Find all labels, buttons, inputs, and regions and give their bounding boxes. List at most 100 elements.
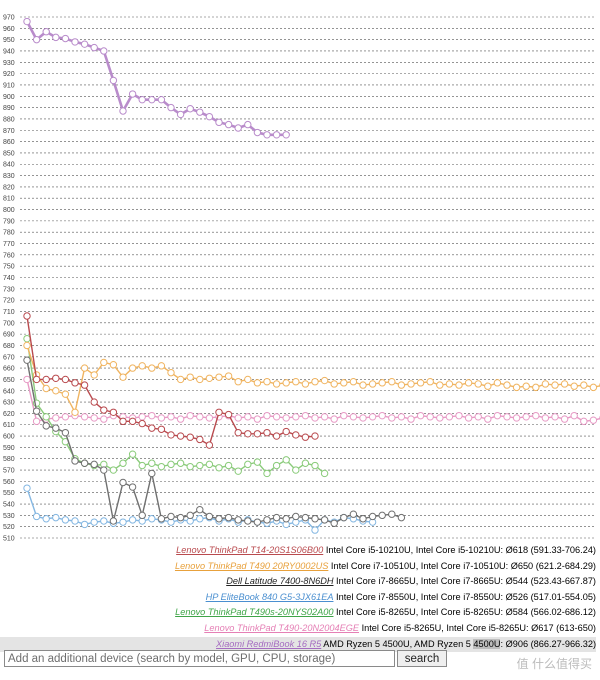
series-line-0 [26, 315, 316, 447]
series-0-point-16 [176, 432, 185, 440]
series-2-point-23 [244, 517, 252, 525]
series-0-point-27 [282, 427, 290, 436]
series-5-point-26 [272, 413, 281, 421]
series-4-point-20 [215, 464, 223, 472]
y-axis-tick-labels: 970 960 950 940 930 920 910 900 890 880 870 860 850 8… [3, 15, 15, 543]
series-6-point-3 [52, 33, 60, 42]
series-1-point-29 [301, 380, 310, 388]
series-0-point-8 [100, 406, 108, 414]
series-4-point-25 [263, 469, 271, 478]
series-2-point-13 [148, 469, 156, 478]
series-6-point-21 [224, 120, 233, 129]
device-spec-t490-20n2: Intel Core i5-8265U, Intel Core i5-8265U… [361, 622, 596, 633]
series-1-point-32 [330, 380, 338, 388]
y-tick-label: 530 [3, 513, 15, 520]
device-link-t490-20n2[interactable]: Lenovo ThinkPad T490-20N2004EGE [204, 622, 360, 633]
y-tick-label: 970 [3, 15, 15, 22]
series-5-point-52 [522, 413, 530, 421]
device-link-t490-20ry[interactable]: Lenovo ThinkPad T490 20RY0002US [174, 560, 329, 571]
series-4-point-23 [244, 460, 252, 469]
series-1-point-17 [186, 373, 194, 381]
y-tick-label: 520 [3, 524, 15, 531]
device-link-elitebook-840[interactable]: HP EliteBook 840 G5-3JX61EA [205, 591, 334, 602]
y-tick-label: 790 [3, 218, 15, 225]
series-4-point-12 [138, 461, 146, 470]
series-2-point-21 [224, 513, 233, 522]
legend-item-t14: Lenovo ThinkPad T14-20S1S06B00 Intel Cor… [0, 543, 596, 559]
series-1-point-11 [128, 364, 137, 372]
series-5-point-31 [320, 413, 329, 421]
series-6-point-22 [234, 124, 242, 132]
series-2-point-11 [128, 483, 137, 491]
y-tick-label: 710 [3, 309, 15, 316]
series-5-point-39 [397, 413, 406, 421]
series-5-point-47 [474, 413, 482, 421]
series-6-point-5 [71, 38, 79, 46]
series-2-point-10 [119, 478, 127, 487]
series-1-point-55 [551, 381, 559, 389]
series-4-point-15 [167, 460, 175, 469]
y-tick-label: 870 [3, 128, 15, 135]
device-link-t14[interactable]: Lenovo ThinkPad T14-20S1S06B00 [176, 545, 324, 555]
y-tick-label: 650 [3, 377, 15, 384]
series-5 [23, 375, 600, 426]
device-link-redmibook-16[interactable]: Xiaomi RedmiBook 16 R5 [216, 638, 322, 649]
device-link-latitude-7400[interactable]: Dell Latitude 7400-8N6DH [226, 576, 334, 587]
y-tick-label: 680 [3, 343, 15, 350]
device-link-t490s[interactable]: Lenovo ThinkPad T490s-20NYS02A00 [175, 607, 334, 618]
y-tick-label: 670 [3, 354, 15, 361]
device-spec-redmibook-16: AMD Ryzen 5 4500U, AMD Ryzen 5 4500U: Ø9… [323, 638, 596, 649]
y-tick-label: 690 [3, 332, 15, 339]
series-3-point-4 [61, 516, 70, 524]
series-0-point-18 [196, 435, 204, 444]
series-line-2 [26, 360, 402, 525]
series-5-point-58 [580, 417, 588, 426]
series-2-point-17 [186, 511, 194, 520]
legend-item-t490s: Lenovo ThinkPad T490s-20NYS02A00 Intel C… [0, 605, 596, 621]
series-3-point-8 [100, 517, 108, 525]
legend-item-elitebook-840: HP EliteBook 840 G5-3JX61EA Intel Core i… [0, 590, 596, 606]
search-button[interactable]: search [397, 650, 447, 667]
y-tick-label: 800 [3, 207, 15, 214]
series-6-point-14 [157, 95, 166, 104]
series-1-point-10 [119, 373, 127, 381]
series-5-point-55 [551, 413, 559, 421]
series-2-point-1 [32, 407, 41, 415]
series-0-point-23 [244, 430, 252, 438]
y-tick-label: 580 [3, 456, 15, 463]
series-1-point-4 [61, 390, 70, 398]
series-0-point-11 [128, 417, 137, 426]
y-tick-label: 940 [3, 48, 15, 55]
series-5-point-3 [52, 414, 60, 422]
y-tick-label: 890 [3, 105, 15, 112]
series-1-point-9 [109, 361, 118, 369]
series-1-point-50 [503, 381, 511, 389]
series-0-point-28 [292, 431, 300, 439]
y-tick-label: 880 [3, 116, 15, 123]
search-input[interactable] [4, 650, 395, 667]
series-1-point-7 [90, 371, 98, 379]
y-tick-label: 860 [3, 139, 15, 146]
device-spec-t490s: Intel Core i5-8265U, Intel Core i5-8265U… [336, 607, 596, 618]
series-1-point-49 [493, 379, 502, 387]
series-6-point-16 [176, 110, 185, 119]
series-1-point-15 [167, 368, 175, 377]
series-6-point-24 [253, 128, 262, 137]
y-tick-label: 560 [3, 479, 15, 486]
series-4-point-30 [311, 461, 319, 470]
series-5-point-28 [292, 413, 300, 421]
device-spec-t490-20ry: Intel Core i7-10510U, Intel Core i7-1051… [330, 560, 596, 571]
y-tick-label: 840 [3, 162, 15, 169]
series-3-point-30 [311, 526, 319, 534]
series-2-point-16 [176, 513, 185, 522]
series-1-point-0 [23, 341, 31, 350]
series-5-point-53 [532, 411, 540, 420]
series-6-point-6 [80, 40, 89, 48]
series-0-point-5 [71, 379, 79, 387]
series-5-point-30 [311, 414, 319, 422]
y-tick-label: 850 [3, 150, 15, 157]
series-6-point-20 [215, 118, 223, 127]
series-1-point-16 [176, 375, 185, 384]
series-1-point-24 [253, 379, 262, 387]
series-2-point-39 [397, 513, 406, 522]
